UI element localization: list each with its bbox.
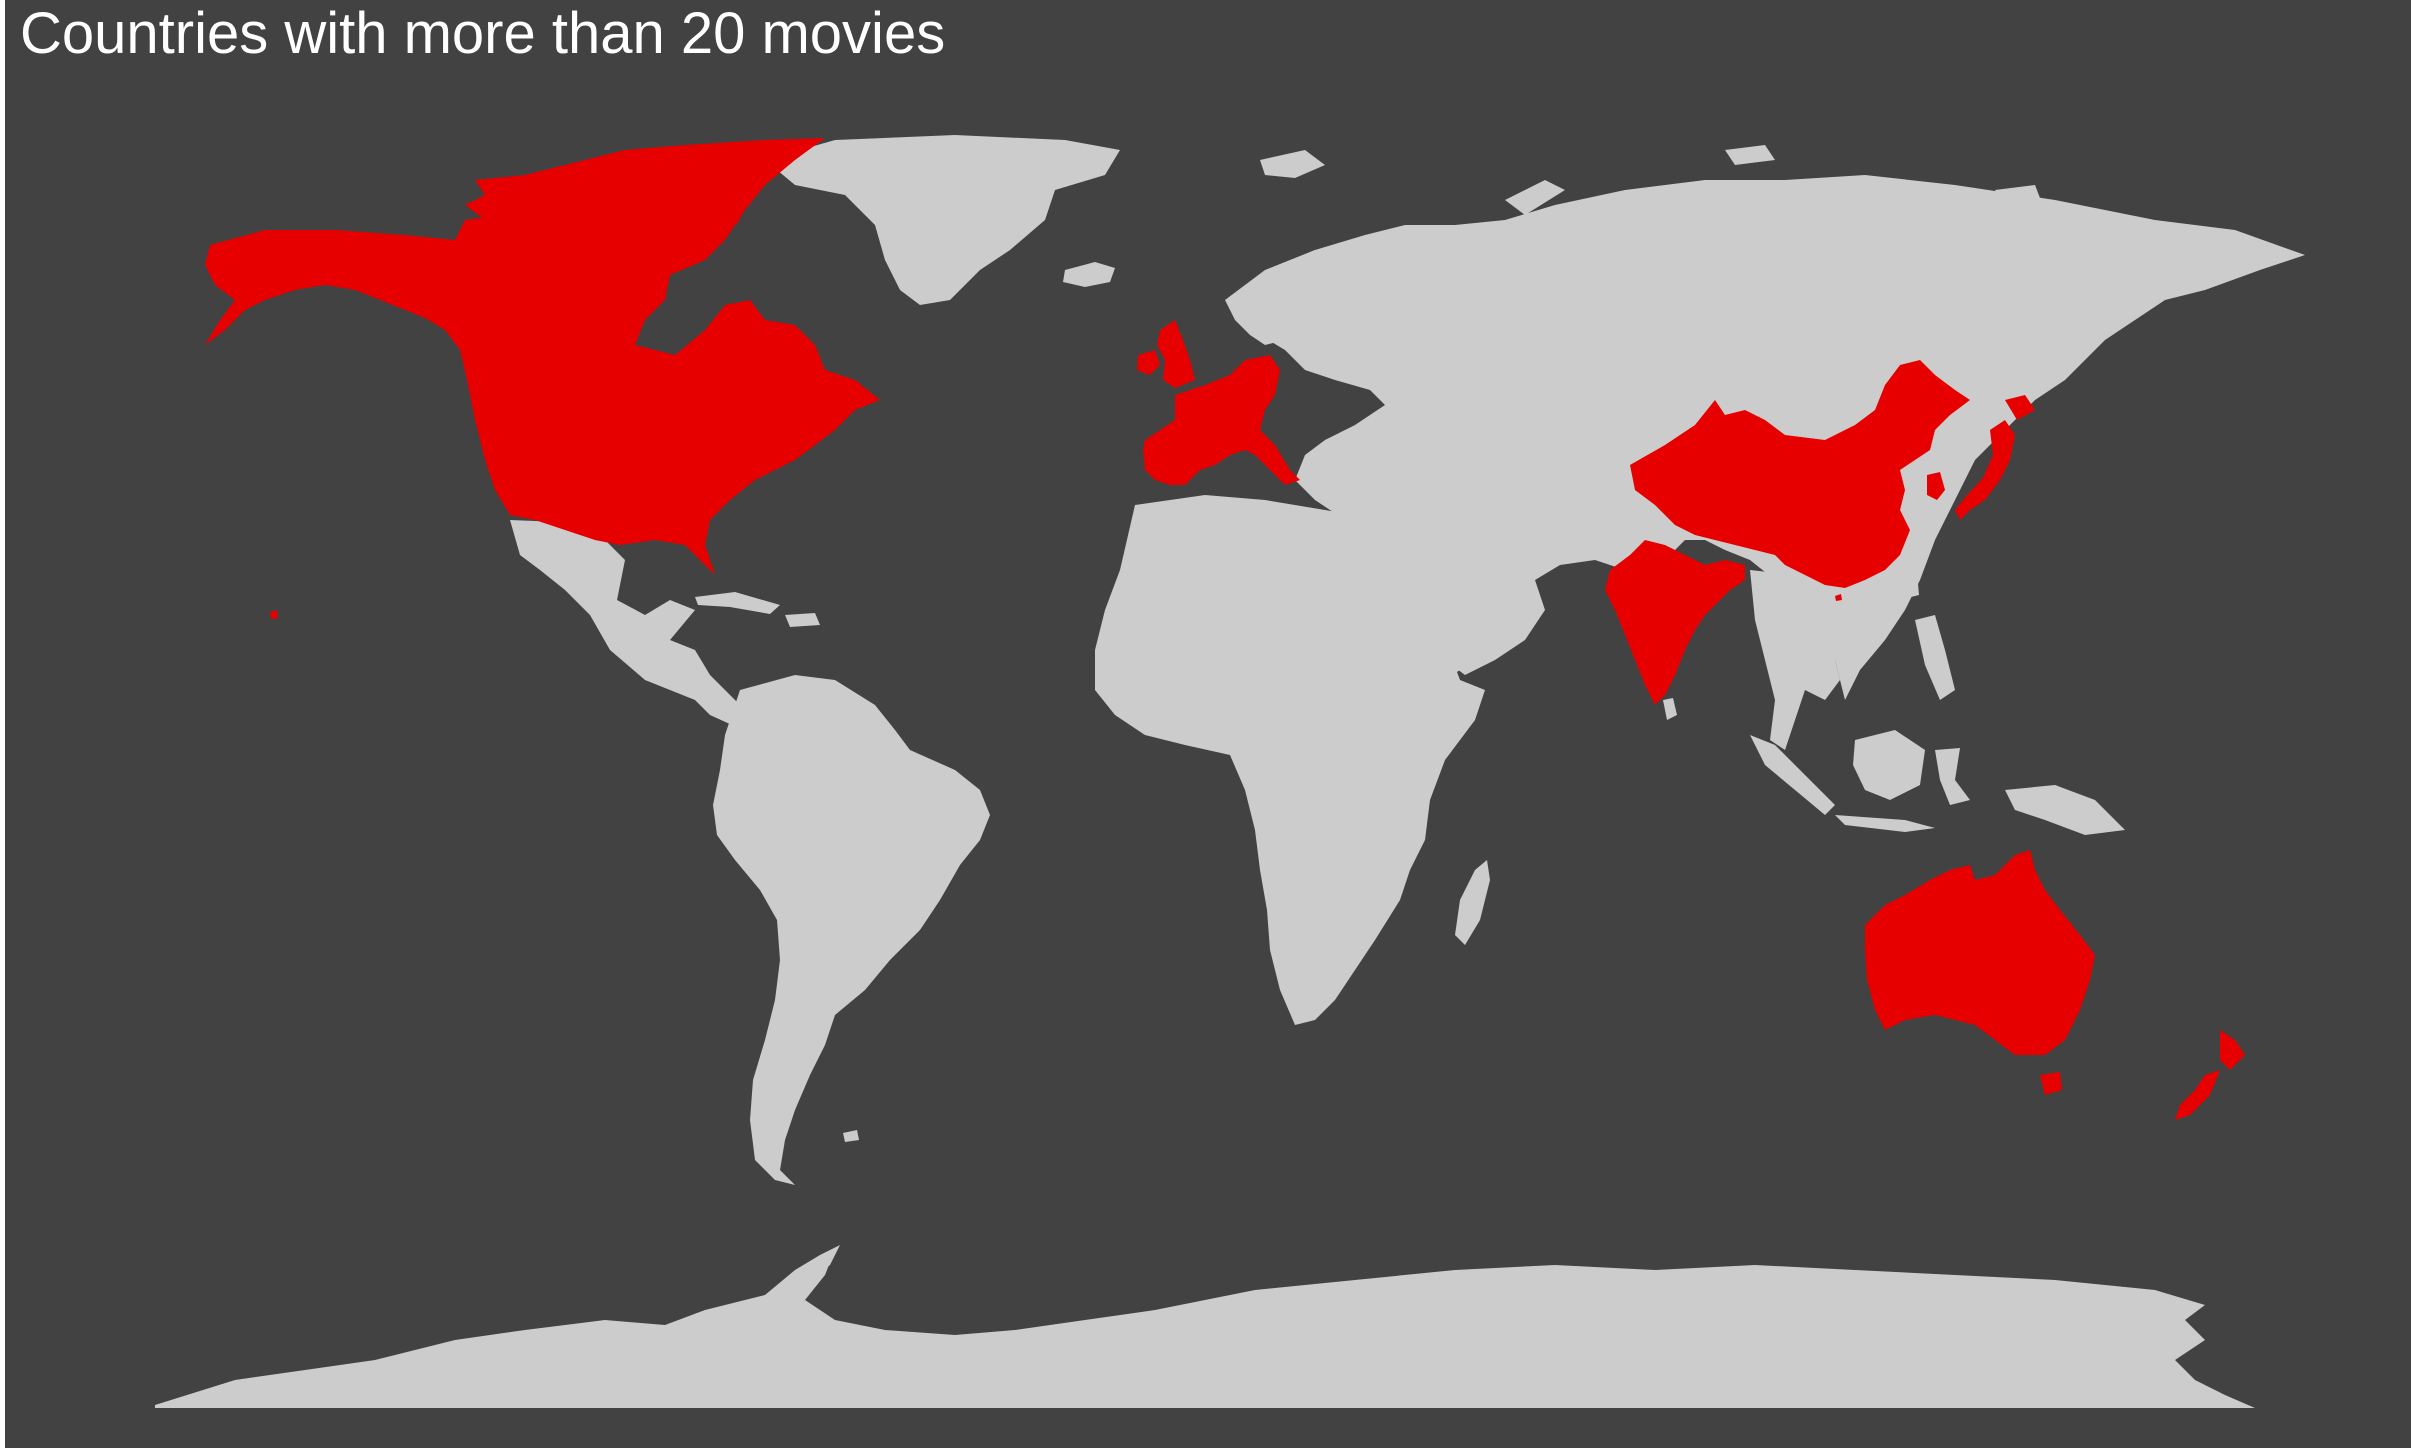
continent-antarctica xyxy=(155,1250,2255,1408)
island-severnaya xyxy=(1725,145,1775,165)
island-novaya-zemlya xyxy=(1505,180,1565,215)
world-map xyxy=(155,135,2305,1408)
continent-africa xyxy=(1095,495,1485,1025)
island-tasmania xyxy=(2040,1072,2062,1095)
island-new-zealand-south xyxy=(2175,1070,2220,1120)
region-arabian-peninsula xyxy=(1405,530,1545,675)
country-japan xyxy=(1955,420,2015,520)
island-taiwan xyxy=(1910,572,1919,597)
region-hong-kong xyxy=(1835,594,1842,601)
country-australia xyxy=(1865,850,2095,1055)
country-madagascar xyxy=(1455,860,1490,945)
country-united-kingdom xyxy=(1157,320,1195,388)
country-cuba xyxy=(695,592,780,614)
island-hispaniola xyxy=(785,613,820,627)
island-sulawesi xyxy=(1935,748,1970,805)
country-new-zealand xyxy=(2220,1030,2245,1070)
country-mexico xyxy=(510,520,755,730)
region-canadian-arctic xyxy=(465,160,655,220)
country-south-korea xyxy=(1927,472,1945,500)
region-scandinavia xyxy=(1235,250,1335,345)
map-panel: Countries with more than 20 movies xyxy=(5,0,2411,1448)
island-baffin xyxy=(645,195,740,255)
region-antarctic-peninsula xyxy=(765,1245,840,1300)
island-java xyxy=(1835,815,1935,832)
island-new-siberian xyxy=(1995,185,2040,200)
country-china xyxy=(1630,360,1970,588)
map-title: Countries with more than 20 movies xyxy=(20,1,946,66)
island-hokkaido xyxy=(2005,395,2035,420)
island-borneo xyxy=(1853,730,1925,800)
highlight-layer xyxy=(205,138,2245,1120)
country-india xyxy=(1605,540,1745,705)
island-hawaii xyxy=(270,610,278,619)
island-falklands xyxy=(843,1130,859,1142)
country-sri-lanka xyxy=(1663,698,1677,720)
island-ellesmere xyxy=(705,142,805,175)
country-greenland xyxy=(765,135,1120,305)
island-svalbard xyxy=(1260,150,1325,178)
country-iceland xyxy=(1063,262,1115,287)
island-sumatra xyxy=(1750,735,1835,815)
island-philippines xyxy=(1915,615,1955,700)
country-ireland xyxy=(1137,350,1160,375)
continent-south-america xyxy=(713,675,990,1185)
island-sakhalin xyxy=(2010,335,2023,405)
country-western-europe xyxy=(1143,355,1300,485)
island-new-guinea xyxy=(2005,785,2125,835)
country-canada-usa xyxy=(205,138,880,575)
region-southeast-asia xyxy=(1750,570,1840,750)
